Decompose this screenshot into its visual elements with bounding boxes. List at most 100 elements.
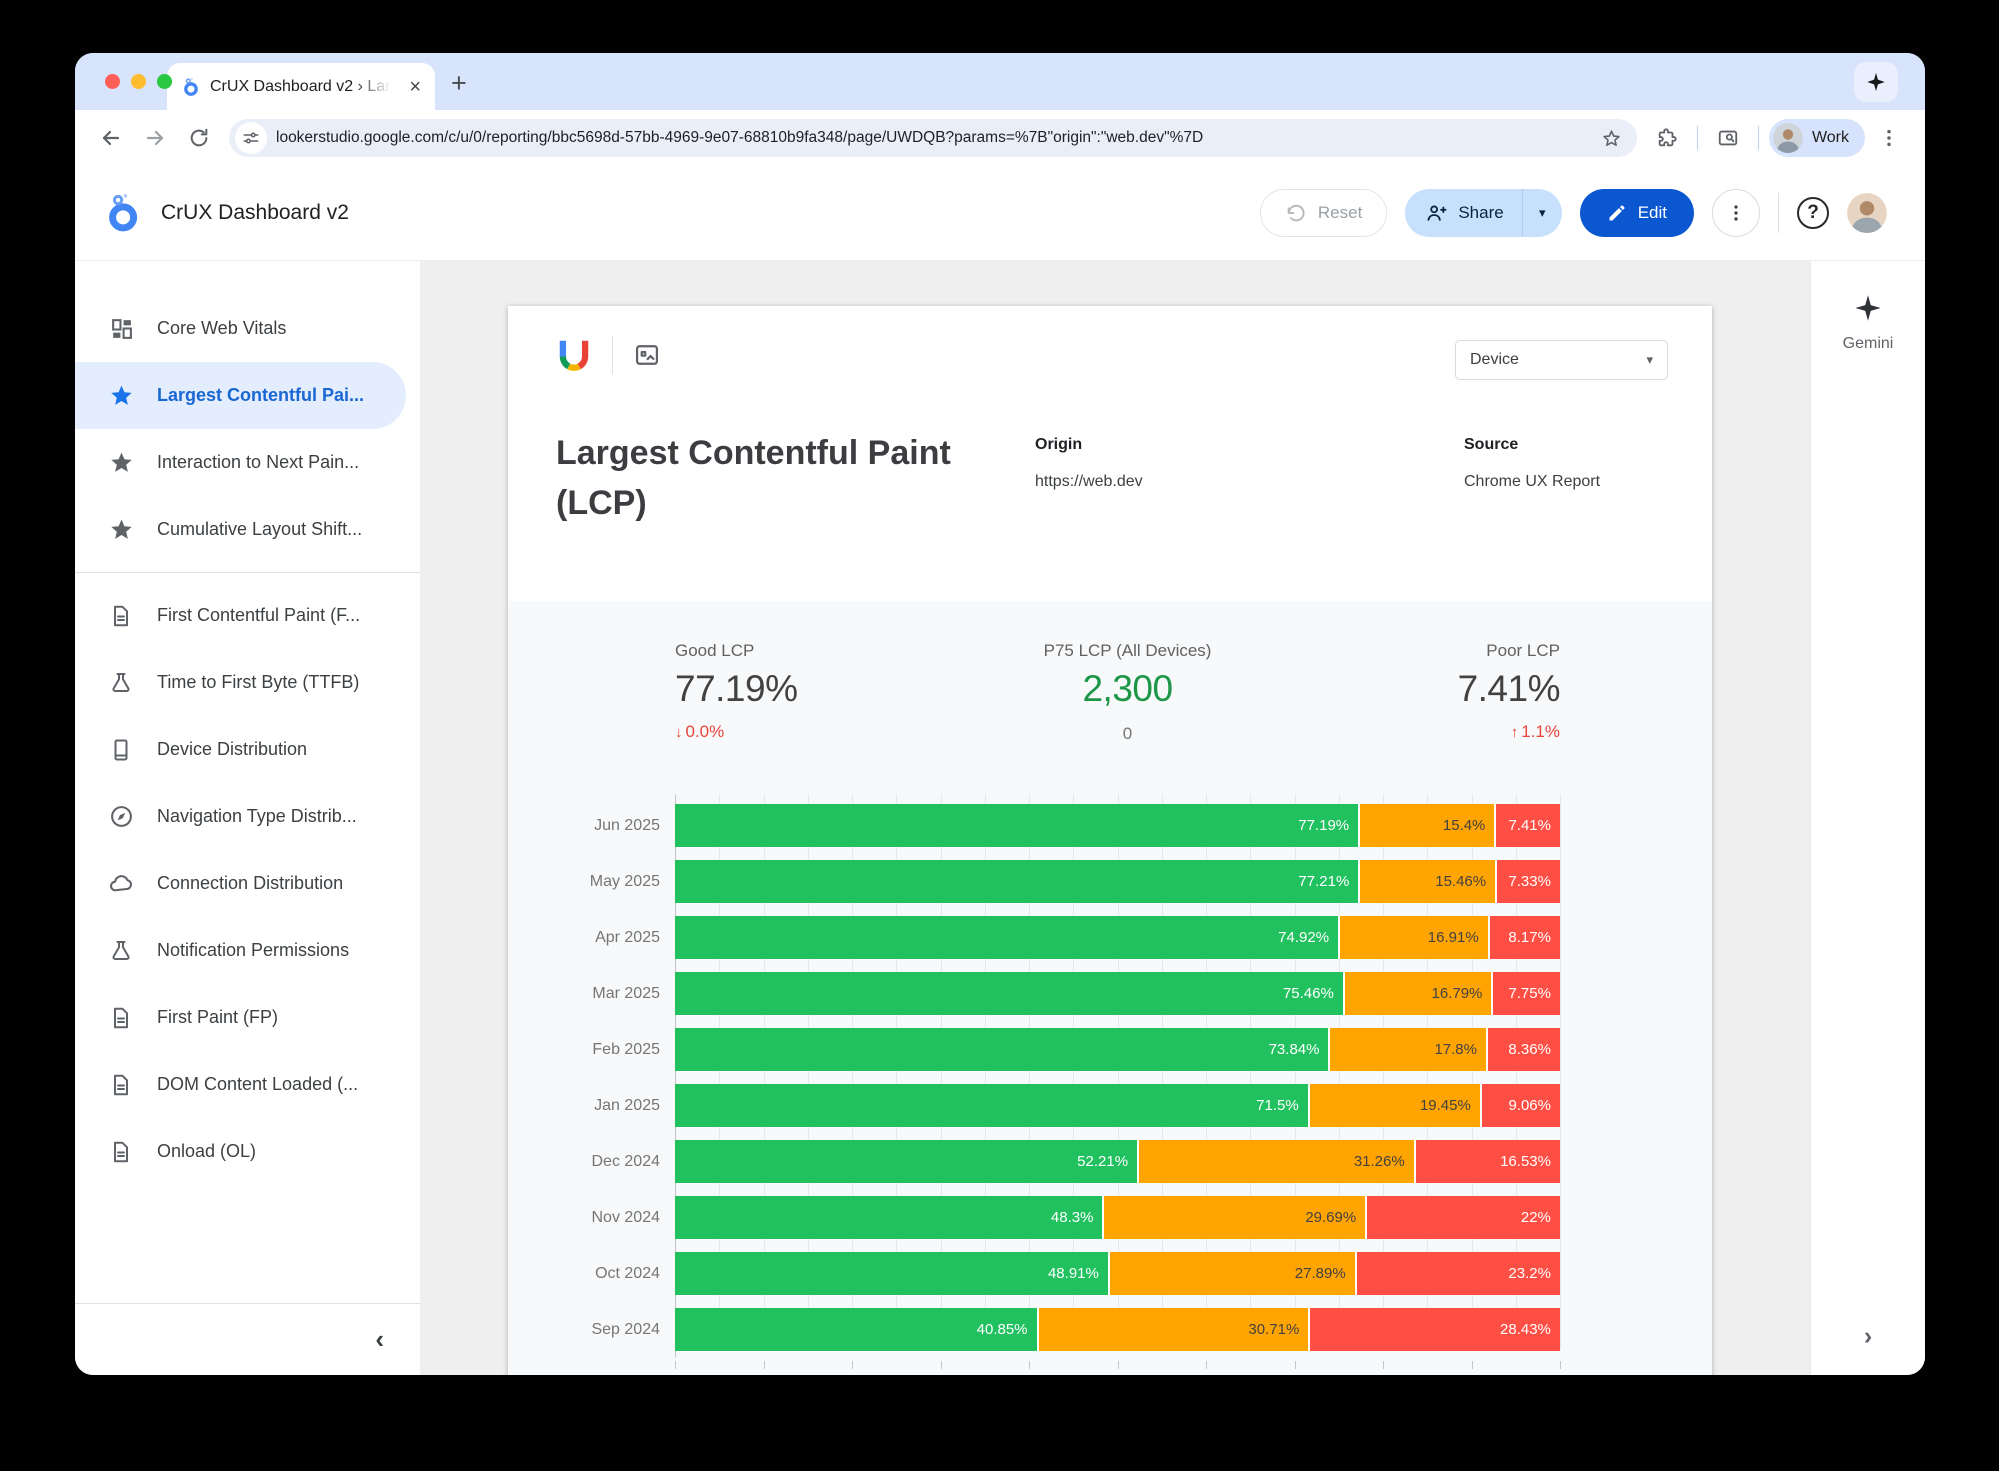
sidebar-item-first-contentful-paint-f[interactable]: First Contentful Paint (F... — [75, 582, 420, 649]
expand-panel-chevron-right-icon[interactable]: › — [1863, 1322, 1873, 1350]
edit-button[interactable]: Edit — [1579, 189, 1694, 237]
url-text[interactable]: lookerstudio.google.com/c/u/0/reporting/… — [276, 129, 1204, 146]
document-icon — [108, 603, 134, 629]
bar-segment-needs-improvement[interactable]: 29.69% — [1102, 1196, 1366, 1239]
stacked-bar: 73.84% 17.8% 8.36% — [675, 1028, 1560, 1071]
share-dropdown-caret[interactable]: ▾ — [1521, 189, 1562, 237]
x-axis-tick — [1560, 1361, 1561, 1369]
sidebar-item-notification-permissions[interactable]: Notification Permissions — [75, 917, 420, 984]
collapse-sidebar-chevron-left-icon[interactable]: ‹ — [375, 1324, 384, 1354]
bar-segment-good[interactable]: 74.92% — [675, 916, 1339, 959]
browser-toolbar: lookerstudio.google.com/c/u/0/reporting/… — [75, 110, 1925, 166]
bar-segment-needs-improvement[interactable]: 19.45% — [1307, 1084, 1480, 1127]
site-settings-icon[interactable] — [235, 122, 267, 154]
category-label: Mar 2025 — [592, 984, 660, 1002]
sidebar-item-core-web-vitals[interactable]: Core Web Vitals — [75, 295, 420, 362]
bar-segment-good[interactable]: 48.91% — [675, 1252, 1108, 1295]
sidebar-item-connection-distribution[interactable]: Connection Distribution — [75, 850, 420, 917]
bar-segment-good[interactable]: 48.3% — [675, 1196, 1103, 1239]
bar-segment-poor[interactable]: 7.41% — [1494, 804, 1560, 847]
new-tab-button[interactable]: + — [451, 68, 467, 98]
gemini-panel: Gemini › — [1810, 261, 1925, 1375]
profile-chip[interactable]: Work — [1768, 119, 1865, 157]
sidebar-item-largest-contentful-pai[interactable]: Largest Contentful Pai... — [75, 362, 406, 429]
bar-segment-poor[interactable]: 22% — [1365, 1196, 1560, 1239]
x-axis-tick — [1029, 1361, 1030, 1369]
reset-button[interactable]: Reset — [1259, 189, 1388, 237]
bar-segment-poor[interactable]: 7.33% — [1495, 860, 1560, 903]
sidebar-item-dom-content-loaded[interactable]: DOM Content Loaded (... — [75, 1051, 420, 1118]
bar-segment-needs-improvement[interactable]: 15.4% — [1358, 804, 1495, 847]
sidebar-item-label: Notification Permissions — [157, 940, 350, 960]
bar-segment-good[interactable]: 40.85% — [675, 1308, 1037, 1351]
device-filter-select[interactable]: Device ▾ — [1455, 340, 1668, 380]
zoom-window-button[interactable] — [157, 74, 172, 89]
browser-tab[interactable]: CrUX Dashboard v2 › Largest × — [167, 63, 435, 110]
browser-gemini-button[interactable] — [1854, 62, 1898, 102]
bar-segment-good[interactable]: 75.46% — [675, 972, 1343, 1015]
sidebar-item-device-distribution[interactable]: Device Distribution — [75, 716, 420, 783]
help-icon[interactable]: ? — [1797, 197, 1829, 229]
x-axis-tick — [1383, 1361, 1384, 1369]
sidebar-item-interaction-to-next-pain[interactable]: Interaction to Next Pain... — [75, 429, 420, 496]
document-icon — [108, 1139, 134, 1165]
address-bar[interactable]: lookerstudio.google.com/c/u/0/reporting/… — [229, 119, 1637, 157]
bar-segment-poor[interactable]: 28.43% — [1308, 1308, 1560, 1351]
sidebar-item-label: Cumulative Layout Shift... — [157, 519, 363, 539]
bar-row-dec-2024: Dec 2024 52.21% 31.26% 16.53% — [508, 1140, 1712, 1183]
forward-icon[interactable] — [135, 118, 175, 158]
sidebar-item-label: First Contentful Paint (F... — [157, 605, 361, 625]
share-button[interactable]: Share ▾ — [1405, 189, 1562, 237]
document-icon — [108, 1005, 134, 1031]
sidebar-item-label: Core Web Vitals — [157, 318, 287, 338]
bar-segment-good[interactable]: 71.5% — [675, 1084, 1308, 1127]
account-avatar[interactable] — [1847, 193, 1887, 233]
bar-row-nov-2024: Nov 2024 48.3% 29.69% 22% — [508, 1196, 1712, 1239]
bar-segment-poor[interactable]: 23.2% — [1354, 1252, 1560, 1295]
toolbar-divider — [1696, 126, 1698, 150]
x-axis-tick — [852, 1361, 853, 1369]
looker-studio-logo-icon — [103, 192, 145, 234]
bar-segment-poor[interactable]: 8.17% — [1487, 916, 1560, 959]
bar-segment-needs-improvement[interactable]: 16.79% — [1342, 972, 1492, 1015]
sidebar-item-time-to-first-byte-ttfb[interactable]: Time to First Byte (TTFB) — [75, 649, 420, 716]
browser-menu-kebab-icon[interactable] — [1869, 118, 1909, 158]
bar-segment-needs-improvement[interactable]: 27.89% — [1107, 1252, 1355, 1295]
bar-segment-good[interactable]: 77.21% — [675, 860, 1359, 903]
sidebar-item-navigation-type-distrib[interactable]: Navigation Type Distrib... — [75, 783, 420, 850]
close-tab-icon[interactable]: × — [409, 75, 421, 98]
bookmark-star-icon[interactable] — [1595, 121, 1629, 155]
delta-up-arrow-icon: ↑ — [1510, 723, 1519, 741]
back-icon[interactable] — [91, 118, 131, 158]
gemini-sparkle-icon[interactable] — [1853, 293, 1883, 323]
bar-segment-needs-improvement[interactable]: 16.91% — [1338, 916, 1488, 959]
p75-lcp-secondary: 0 — [1122, 724, 1133, 743]
header-divider — [1778, 193, 1779, 233]
bar-segment-good[interactable]: 52.21% — [675, 1140, 1138, 1183]
bar-segment-poor[interactable]: 7.75% — [1491, 972, 1560, 1015]
bar-segment-good[interactable]: 73.84% — [675, 1028, 1329, 1071]
sidebar-item-label: First Paint (FP) — [157, 1007, 279, 1027]
bar-segment-needs-improvement[interactable]: 17.8% — [1328, 1028, 1486, 1071]
more-options-kebab-icon[interactable] — [1712, 189, 1760, 237]
side-panel-search-icon[interactable] — [1708, 118, 1748, 158]
bar-segment-needs-improvement[interactable]: 30.71% — [1036, 1308, 1309, 1351]
bar-segment-needs-improvement[interactable]: 31.26% — [1137, 1140, 1414, 1183]
stacked-bar: 48.3% 29.69% 22% — [675, 1196, 1560, 1239]
cloud-icon — [108, 871, 134, 897]
close-window-button[interactable] — [105, 74, 120, 89]
x-axis-label: 60% — [1191, 1373, 1221, 1375]
reload-icon[interactable] — [179, 118, 219, 158]
bar-segment-poor[interactable]: 9.06% — [1479, 1084, 1560, 1127]
bar-segment-poor[interactable]: 8.36% — [1485, 1028, 1560, 1071]
bar-segment-poor[interactable]: 16.53% — [1413, 1140, 1560, 1183]
gemini-label: Gemini — [1842, 335, 1894, 352]
sidebar-item-first-paint-fp[interactable]: First Paint (FP) — [75, 984, 420, 1051]
bar-segment-needs-improvement[interactable]: 15.46% — [1358, 860, 1496, 903]
minimize-window-button[interactable] — [131, 74, 146, 89]
bar-segment-good[interactable]: 77.19% — [675, 804, 1359, 847]
extensions-puzzle-icon[interactable] — [1647, 118, 1687, 158]
lcp-bar-chart: Jun 2025 77.19% 15.4% 7.41% May 2025 77.21% 15… — [508, 771, 1712, 1375]
sidebar-item-onload-ol[interactable]: Onload (OL) — [75, 1118, 420, 1185]
sidebar-item-cumulative-layout-shift[interactable]: Cumulative Layout Shift... — [75, 496, 420, 563]
